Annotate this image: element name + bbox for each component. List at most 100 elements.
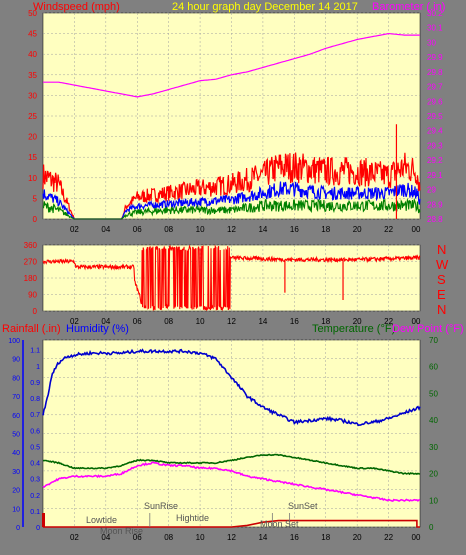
event-hightide: Hightide: [176, 513, 209, 523]
temperature-tick-label: 40: [429, 416, 438, 425]
rain-tick-label: 0.8: [30, 396, 40, 403]
y2-tick-label: 29: [427, 186, 436, 195]
rain-tick-label: 0.7: [30, 412, 40, 419]
x-tick-label: 02: [70, 533, 79, 542]
temperature-tick-label: 50: [429, 389, 438, 398]
y-tick-label: 35: [28, 71, 37, 80]
x-tick-label: 10: [196, 317, 205, 326]
rain-tick-label: 1: [36, 364, 40, 371]
x-tick-label: 08: [164, 225, 173, 234]
rain-tick-label: 1.1: [30, 348, 40, 355]
humidity-tick-label: 40: [12, 450, 20, 457]
temperature-tick-label: 20: [429, 470, 438, 479]
y2-tick-label: 29.6: [427, 97, 443, 106]
rain-tick-label: 0.2: [30, 493, 40, 500]
dewpoint-line: [42, 461, 421, 502]
temperature-tick-label: 70: [429, 336, 438, 345]
temperature-tick-label: 10: [429, 496, 438, 505]
y-tick-label: 25: [28, 112, 37, 121]
y-tick-label: 15: [28, 153, 37, 162]
x-tick-label: 22: [384, 317, 393, 326]
x-tick-label: 06: [133, 317, 142, 326]
rain-tick-label: 0.5: [30, 444, 40, 451]
x-tick-label: 16: [290, 317, 299, 326]
direction-tick-label: 0: [33, 307, 38, 316]
x-tick-label: 22: [384, 225, 393, 234]
x-tick-label: 20: [353, 533, 362, 542]
humidity-tick-label: 10: [12, 506, 20, 513]
y2-tick-label: 29.9: [427, 53, 443, 62]
x-tick-label: 12: [227, 317, 236, 326]
x-tick-label: 06: [133, 225, 142, 234]
dewpoint-title: Dew Point (°F): [392, 323, 464, 335]
y-tick-label: 45: [28, 30, 37, 39]
x-tick-label: 00: [412, 225, 421, 234]
temperature-line: [42, 453, 421, 476]
wind-series-low: [42, 197, 421, 220]
x-tick-label: 14: [258, 533, 267, 542]
humidity-tick-label: 100: [8, 338, 20, 345]
y-tick-label: 40: [28, 50, 37, 59]
x-tick-label: 18: [321, 317, 330, 326]
x-tick-label: 08: [164, 533, 173, 542]
y2-tick-label: 30.1: [427, 24, 443, 33]
x-tick-label: 14: [258, 225, 267, 234]
x-tick-label: 02: [70, 225, 79, 234]
y2-tick-label: 28.9: [427, 200, 443, 209]
temperature-tick-label: 60: [429, 363, 438, 372]
event-moonrise: Moon Rise: [100, 526, 143, 536]
barometer-title: Barometer (.in): [372, 1, 445, 13]
compass-s: S: [437, 272, 446, 287]
event-sunset: SunSet: [288, 501, 318, 511]
x-tick-label: 00: [412, 317, 421, 326]
x-tick-label: 10: [196, 533, 205, 542]
x-tick-label: 04: [101, 533, 110, 542]
y-tick-label: 0: [33, 215, 38, 224]
y-tick-label: 50: [28, 9, 37, 18]
y2-tick-label: 29.5: [427, 112, 443, 121]
y2-tick-label: 29.2: [427, 156, 443, 165]
x-tick-label: 10: [196, 225, 205, 234]
direction-tick-label: 90: [28, 291, 37, 300]
y-tick-label: 10: [28, 174, 37, 183]
x-tick-label: 04: [101, 225, 110, 234]
humidity-tick-label: 80: [12, 375, 20, 382]
y-tick-label: 30: [28, 91, 37, 100]
humidity-tick-label: 60: [12, 413, 20, 420]
rain-tick-label: 0.4: [30, 461, 40, 468]
x-tick-label: 12: [227, 533, 236, 542]
y2-tick-label: 29.1: [427, 171, 443, 180]
humidity-tick-label: 50: [12, 432, 20, 439]
x-tick-label: 18: [321, 225, 330, 234]
barometer-line: [43, 32, 420, 98]
humidity-tick-label: 20: [12, 488, 20, 495]
x-tick-label: 22: [384, 533, 393, 542]
y-tick-label: 20: [28, 133, 37, 142]
direction-tick-label: 360: [24, 241, 38, 250]
x-tick-label: 16: [290, 533, 299, 542]
y2-tick-label: 29.8: [427, 68, 443, 77]
x-tick-label: 12: [227, 225, 236, 234]
compass-n-bottom: N: [437, 302, 446, 317]
x-tick-label: 00: [412, 533, 421, 542]
humidity-line: [42, 348, 421, 427]
y2-tick-label: 29.3: [427, 141, 443, 150]
direction-tick-label: 180: [24, 274, 38, 283]
rain-tick-label: 0.6: [30, 428, 40, 435]
humidity-title: Humidity (%): [66, 323, 129, 335]
rainfall-title: Rainfall (.in): [2, 323, 61, 335]
humidity-tick-label: 90: [12, 357, 20, 364]
temperature-title: Temperature (°F): [312, 323, 395, 335]
x-tick-label: 08: [164, 317, 173, 326]
compass-n-top: N: [437, 242, 446, 257]
compass-e: E: [437, 287, 446, 302]
x-tick-label: 20: [353, 225, 362, 234]
rain-tick-label: 0.1: [30, 509, 40, 516]
temperature-tick-label: 0: [429, 523, 434, 532]
humidity-tick-label: 30: [12, 469, 20, 476]
y2-tick-label: 29.7: [427, 83, 443, 92]
event-moonset: Moon Set: [260, 519, 299, 529]
rainfall-line: [43, 519, 420, 528]
x-tick-label: 16: [290, 225, 299, 234]
